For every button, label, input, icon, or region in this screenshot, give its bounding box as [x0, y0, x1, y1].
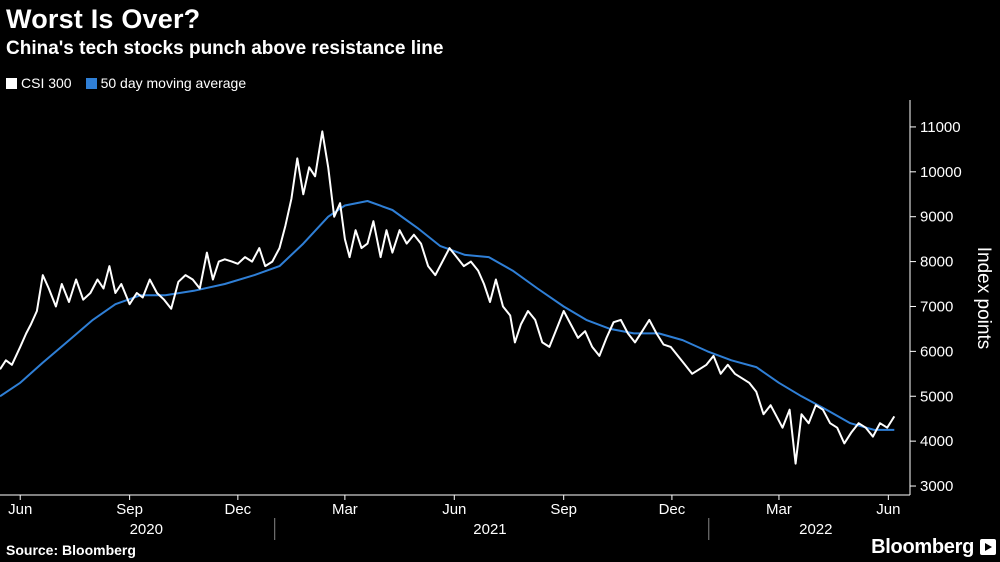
y-tick-label: 9000: [920, 209, 953, 226]
legend-label-ma: 50 day moving average: [100, 75, 247, 91]
x-tick-label: Sep: [550, 501, 577, 518]
x-tick-label: Jun: [442, 501, 466, 518]
y-tick-label: 11000: [920, 119, 961, 136]
legend-item-csi: CSI 300: [6, 75, 72, 91]
chart-legend: CSI 300 50 day moving average: [6, 75, 246, 91]
brand-logo: Bloomberg: [871, 536, 974, 558]
legend-label-csi: CSI 300: [21, 75, 72, 91]
x-tick-label: Dec: [659, 501, 686, 518]
csi300-line: [0, 130, 896, 465]
page-title: Worst Is Over?: [6, 4, 201, 34]
x-tick-label: Mar: [766, 501, 792, 518]
y-tick-label: 6000: [920, 343, 953, 360]
y-tick-label: 7000: [920, 298, 953, 315]
play-icon: [980, 539, 996, 555]
x-tick-label: Jun: [876, 501, 900, 518]
legend-swatch-csi: [6, 77, 17, 89]
legend-item-ma: 50 day moving average: [85, 75, 247, 91]
x-tick-label: Dec: [225, 501, 252, 518]
source-note: Source: Bloomberg: [6, 542, 136, 558]
year-label: 2020: [130, 521, 163, 538]
x-tick-label: Mar: [332, 501, 358, 518]
moving-average-line: [0, 200, 895, 431]
x-tick-label: Sep: [116, 501, 143, 518]
year-label: 2021: [473, 521, 506, 538]
plot-area: 3000 4000 5000 6000 7000 8000 9000 10000 11000 In…: [0, 100, 994, 540]
y-tick-label: 4000: [920, 433, 953, 450]
year-label: 2022: [799, 521, 832, 538]
y-axis-title: Index points: [973, 247, 994, 349]
y-tick-label: 3000: [920, 478, 953, 495]
legend-swatch-ma: [85, 77, 97, 89]
y-tick-label: 5000: [920, 388, 953, 405]
y-tick-label: 10000: [920, 164, 962, 181]
y-tick-label: 8000: [920, 254, 953, 271]
x-tick-label: Jun: [8, 501, 32, 518]
page-subtitle: China's tech stocks punch above resistan…: [6, 38, 444, 59]
